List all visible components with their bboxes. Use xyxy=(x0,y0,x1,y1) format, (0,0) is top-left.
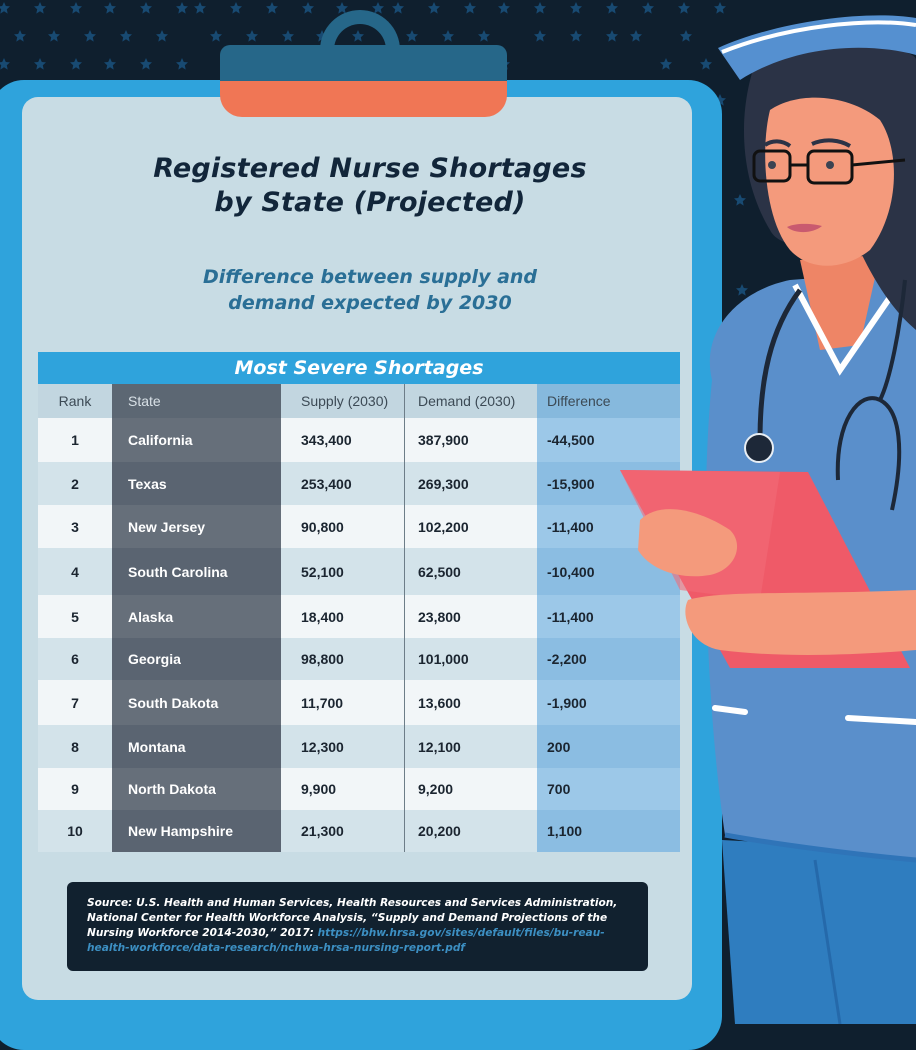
header-supply: Supply (2030) xyxy=(301,393,389,409)
header-rank: Rank xyxy=(58,393,92,409)
demand-cell: 23,800 xyxy=(404,595,537,638)
header-demand: Demand (2030) xyxy=(404,384,537,418)
state-cell: California xyxy=(112,418,281,462)
demand-cell: 101,000 xyxy=(404,638,537,680)
header-state: State xyxy=(112,384,281,418)
title-line-1: Registered Nurse Shortages xyxy=(153,153,587,184)
difference-cell: 200 xyxy=(537,725,680,768)
table-row: 6 Georgia 98,800 101,000 -2,200 xyxy=(38,638,680,680)
subtitle-line-1: Difference between supply and xyxy=(202,266,538,288)
demand-cell: 20,200 xyxy=(404,810,537,852)
table-row: 10 New Hampshire 21,300 20,200 1,100 xyxy=(38,810,680,852)
rank-cell: 6 xyxy=(71,651,79,667)
rank-cell: 8 xyxy=(71,738,79,755)
state-cell: South Carolina xyxy=(112,548,281,595)
table-row: 4 South Carolina 52,100 62,500 -10,400 xyxy=(38,548,680,595)
table-row: 8 Montana 12,300 12,100 200 xyxy=(38,725,680,768)
rank-cell: 4 xyxy=(71,563,79,580)
clipboard-clip-top xyxy=(220,45,507,81)
table-row: 5 Alaska 18,400 23,800 -11,400 xyxy=(38,595,680,638)
demand-cell: 62,500 xyxy=(404,548,537,595)
table-grid: Rank State Supply (2030) Demand (2030) D… xyxy=(38,384,680,852)
state-cell: New Jersey xyxy=(112,505,281,548)
rank-cell: 5 xyxy=(71,608,79,625)
state-cell: Georgia xyxy=(112,638,281,680)
rank-cell: 10 xyxy=(67,823,83,839)
nurse-cap xyxy=(718,15,916,81)
demand-cell: 12,100 xyxy=(404,725,537,768)
table-row: 3 New Jersey 90,800 102,200 -11,400 xyxy=(38,505,680,548)
shortage-table: Most Severe Shortages Rank State Supply … xyxy=(38,352,680,852)
difference-cell: -44,500 xyxy=(537,418,680,462)
demand-cell: 269,300 xyxy=(404,462,537,505)
supply-cell: 12,300 xyxy=(301,738,344,755)
rank-cell: 2 xyxy=(71,475,79,492)
source-citation: Source: U.S. Health and Human Services, … xyxy=(67,882,648,971)
source-text: Source: U.S. Health and Human Services, … xyxy=(87,897,618,939)
nurse-hand-left xyxy=(638,509,738,577)
difference-cell: 1,100 xyxy=(537,810,680,852)
rank-cell: 9 xyxy=(71,781,79,797)
supply-cell: 253,400 xyxy=(301,475,352,492)
page-title: Registered Nurse Shortages by State (Pro… xyxy=(100,152,640,220)
state-cell: Alaska xyxy=(112,595,281,638)
stethoscope-icon xyxy=(757,288,803,441)
demand-cell: 9,200 xyxy=(404,768,537,810)
demand-cell: 13,600 xyxy=(404,680,537,725)
nurse-pants xyxy=(722,840,916,1024)
table-row: 9 North Dakota 9,900 9,200 700 xyxy=(38,768,680,810)
difference-cell: -2,200 xyxy=(537,638,680,680)
difference-cell: -10,400 xyxy=(537,548,680,595)
nurse-lips xyxy=(787,223,822,233)
header-difference: Difference xyxy=(537,384,680,418)
state-cell: North Dakota xyxy=(112,768,281,810)
table-row: 7 South Dakota 11,700 13,600 -1,900 xyxy=(38,680,680,725)
difference-cell: -1,900 xyxy=(537,680,680,725)
difference-cell: 700 xyxy=(537,768,680,810)
nurse-arm xyxy=(685,590,916,655)
subtitle-line-2: demand expected by 2030 xyxy=(228,292,512,314)
supply-cell: 9,900 xyxy=(301,781,337,797)
difference-cell: -11,400 xyxy=(537,595,680,638)
table-body: 1 California 343,400 387,900 -44,500 2 Texas 25… xyxy=(38,418,680,852)
table-row: 1 California 343,400 387,900 -44,500 xyxy=(38,418,680,462)
rank-cell: 3 xyxy=(71,518,79,535)
state-cell: South Dakota xyxy=(112,680,281,725)
demand-cell: 387,900 xyxy=(404,418,537,462)
nurse-illustration xyxy=(620,15,916,1024)
clipboard-clip-bottom xyxy=(220,81,507,117)
supply-cell: 11,700 xyxy=(301,694,344,711)
state-cell: Montana xyxy=(112,725,281,768)
supply-cell: 343,400 xyxy=(301,432,352,448)
table-band-title: Most Severe Shortages xyxy=(38,352,680,384)
supply-cell: 18,400 xyxy=(301,608,344,625)
table-row: 2 Texas 253,400 269,300 -15,900 xyxy=(38,462,680,505)
supply-cell: 21,300 xyxy=(301,823,344,839)
source-link[interactable]: https://bhw.hrsa.gov/sites/default/files… xyxy=(87,927,605,954)
rank-cell: 1 xyxy=(71,432,79,448)
rank-cell: 7 xyxy=(71,694,79,711)
page-subtitle: Difference between supply and demand exp… xyxy=(120,264,620,316)
title-line-2: by State (Projected) xyxy=(214,187,526,218)
table-header-row: Rank State Supply (2030) Demand (2030) D… xyxy=(38,384,680,418)
state-cell: New Hampshire xyxy=(112,810,281,852)
supply-cell: 52,100 xyxy=(301,563,344,580)
supply-cell: 98,800 xyxy=(301,651,344,667)
supply-cell: 90,800 xyxy=(301,518,344,535)
demand-cell: 102,200 xyxy=(404,505,537,548)
state-cell: Texas xyxy=(112,462,281,505)
